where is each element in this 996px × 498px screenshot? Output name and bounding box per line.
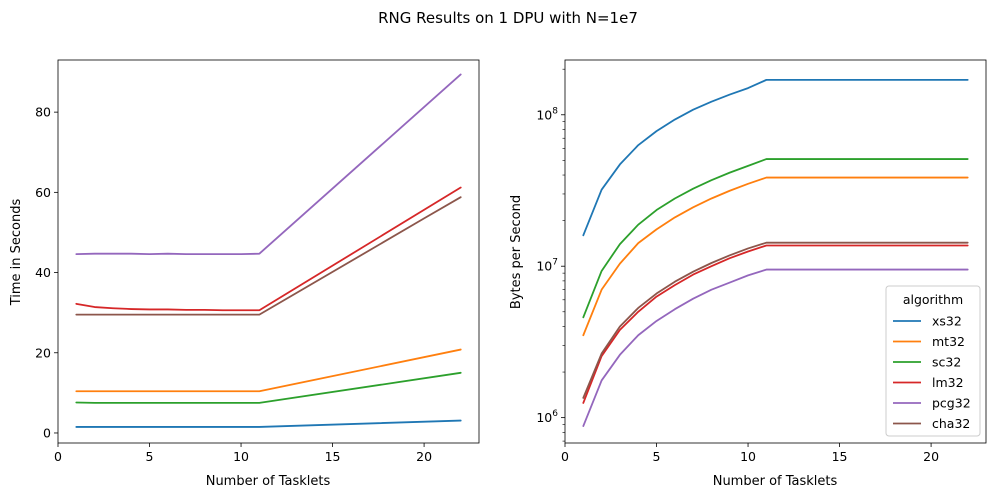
left-x-tick-label: 0 xyxy=(54,449,62,464)
left-y-tick-label: 60 xyxy=(35,185,51,200)
legend-label-xs32: xs32 xyxy=(932,314,962,329)
right-series-sc32 xyxy=(582,158,969,319)
left-series-mt32 xyxy=(75,348,462,393)
right-series-cha32 xyxy=(582,241,969,399)
left-series-cha32 xyxy=(75,196,462,316)
legend: algorithm xs32 mt32 sc32 lm32 pcg32 cha32 xyxy=(885,285,981,437)
legend-title: algorithm xyxy=(903,292,963,307)
right-series-lm32 xyxy=(582,244,969,404)
right-y-axis-label: Bytes per Second xyxy=(509,195,524,309)
legend-label-lm32: lm32 xyxy=(932,375,964,390)
right-series-mt32 xyxy=(582,176,969,337)
right-y-tick-label: 106 xyxy=(536,409,558,425)
right-y-tick-label: 108 xyxy=(536,106,558,122)
left-series-lm32 xyxy=(75,186,462,312)
legend-label-mt32: mt32 xyxy=(932,334,965,349)
right-x-axis-label: Number of Tasklets xyxy=(713,474,838,489)
right-series-pcg32 xyxy=(582,268,969,427)
legend-label-cha32: cha32 xyxy=(932,416,970,431)
left-x-axis-label: Number of Tasklets xyxy=(206,474,331,489)
left-y-tick-label: 40 xyxy=(35,265,51,280)
left-y-tick-label: 0 xyxy=(43,425,51,440)
right-x-tick-label: 0 xyxy=(561,449,569,464)
right-chart: 0 5 10 15 20 106 107 108 Number of Tasklets Byt… xyxy=(509,59,987,489)
left-chart: 0 5 10 15 20 0 20 40 60 80 Number of Tasklets Tim… xyxy=(9,59,480,489)
left-x-tick-label: 20 xyxy=(416,449,432,464)
right-plot-area xyxy=(564,59,987,444)
right-x-tick-label: 10 xyxy=(740,449,756,464)
left-series-pcg32 xyxy=(75,73,462,256)
left-y-tick-label: 20 xyxy=(35,345,51,360)
right-series-xs32 xyxy=(582,78,969,237)
right-x-tick-label: 15 xyxy=(832,449,848,464)
legend-label-sc32: sc32 xyxy=(932,355,961,370)
left-series-xs32 xyxy=(75,419,462,428)
left-y-tick-label: 80 xyxy=(35,105,51,120)
left-y-axis-label: Time in Seconds xyxy=(9,199,24,307)
left-plot-area xyxy=(57,59,480,444)
left-x-tick-label: 5 xyxy=(146,449,154,464)
left-x-tick-label: 15 xyxy=(325,449,341,464)
legend-label-pcg32: pcg32 xyxy=(932,396,971,411)
left-series-sc32 xyxy=(75,371,462,404)
right-x-tick-label: 5 xyxy=(653,449,661,464)
legend-box xyxy=(885,285,981,437)
figure-title: RNG Results on 1 DPU with N=1e7 xyxy=(378,9,638,27)
right-x-tick-label: 20 xyxy=(923,449,939,464)
right-y-tick-label: 107 xyxy=(536,258,558,274)
left-x-tick-label: 10 xyxy=(233,449,249,464)
